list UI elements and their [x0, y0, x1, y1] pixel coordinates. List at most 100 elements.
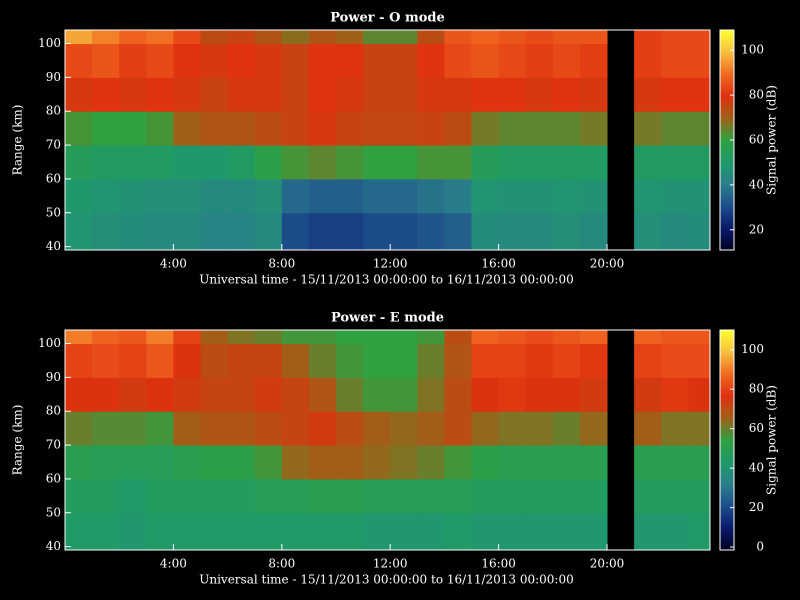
cell: [498, 178, 527, 214]
cell: [119, 43, 147, 78]
cell: [146, 478, 174, 514]
cell: [634, 411, 662, 446]
cell: [146, 377, 174, 412]
cell: [579, 377, 608, 412]
cell: [227, 445, 256, 480]
cell: [254, 30, 283, 45]
cell: [200, 145, 229, 180]
heatmap: [65, 30, 710, 250]
cell: [281, 111, 310, 146]
cell: [227, 30, 256, 45]
cell: [146, 343, 174, 378]
cell: [119, 178, 147, 214]
cell: [661, 478, 689, 514]
cell: [688, 343, 710, 378]
cell: [336, 377, 364, 412]
cell: [417, 212, 445, 250]
cell: [308, 411, 337, 446]
cell: [65, 343, 93, 378]
cell: [308, 377, 337, 412]
cell: [254, 77, 283, 112]
x-tick-label: 4:00: [160, 257, 187, 271]
cell: [336, 343, 364, 378]
cell: [146, 178, 174, 214]
cell: [552, 445, 581, 480]
cell: [525, 377, 554, 412]
x-tick-label: 4:00: [160, 557, 187, 571]
cell: [173, 377, 202, 412]
colorbar-tick-label: 80: [749, 382, 764, 396]
cell: [444, 77, 473, 112]
y-tick-label: 100: [38, 36, 61, 50]
cell: [92, 411, 120, 446]
cell: [525, 445, 554, 480]
cell: [92, 212, 120, 250]
cell: [471, 411, 500, 446]
cell: [227, 145, 256, 180]
cell: [281, 411, 310, 446]
cell: [444, 30, 473, 45]
cell: [390, 212, 418, 250]
cell: [552, 512, 581, 550]
cell: [146, 445, 174, 480]
cell: [173, 178, 202, 214]
cell: [119, 111, 147, 146]
cell: [661, 30, 689, 45]
cell: [363, 77, 391, 112]
cell: [390, 478, 418, 514]
cell: [579, 30, 608, 45]
cell: [525, 111, 554, 146]
cell: [688, 445, 710, 480]
cell: [65, 411, 93, 446]
cell: [417, 377, 445, 412]
cell: [498, 145, 527, 180]
cell: [552, 212, 581, 250]
cell: [471, 30, 500, 45]
cell: [173, 512, 202, 550]
cell: [417, 43, 445, 78]
cell: [390, 330, 418, 345]
cell: [390, 343, 418, 378]
cell: [417, 445, 445, 480]
cell: [254, 411, 283, 446]
cell: [525, 512, 554, 550]
cell: [634, 178, 662, 214]
cell: [661, 111, 689, 146]
cell: [471, 330, 500, 345]
cell: [688, 478, 710, 514]
cell: [336, 330, 364, 345]
cell: [552, 330, 581, 345]
cell: [227, 212, 256, 250]
y-tick-label: 40: [46, 239, 61, 253]
cell: [254, 512, 283, 550]
cell: [498, 411, 527, 446]
cell: [281, 377, 310, 412]
cell: [417, 512, 445, 550]
heatmap: [65, 330, 710, 550]
x-axis-label: Universal time - 15/11/2013 00:00:00 to …: [199, 573, 574, 587]
cell: [579, 445, 608, 480]
cell: [65, 111, 93, 146]
cell: [65, 77, 93, 112]
x-tick-label: 20:00: [590, 257, 625, 271]
cell: [92, 178, 120, 214]
cell: [579, 411, 608, 446]
cell: [363, 411, 391, 446]
cell: [200, 178, 229, 214]
cell: [308, 43, 337, 78]
cell: [281, 145, 310, 180]
cell: [146, 145, 174, 180]
cell: [363, 512, 391, 550]
cell: [525, 212, 554, 250]
cell: [471, 43, 500, 78]
cell: [363, 111, 391, 146]
cell: [92, 43, 120, 78]
cell: [336, 512, 364, 550]
cell: [173, 411, 202, 446]
cell: [308, 77, 337, 112]
cell: [579, 512, 608, 550]
cell: [227, 411, 256, 446]
cell: [146, 111, 174, 146]
cell: [92, 330, 120, 345]
cell: [200, 512, 229, 550]
